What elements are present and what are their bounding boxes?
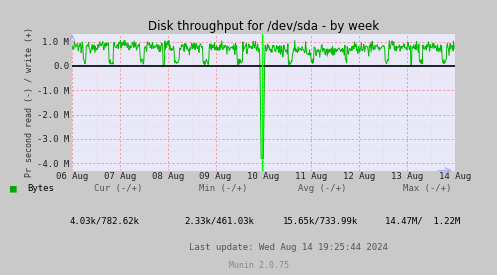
Text: 2.33k/461.03k: 2.33k/461.03k (184, 217, 254, 226)
Y-axis label: Pr second read (-) / write (+): Pr second read (-) / write (+) (25, 28, 34, 177)
Text: Cur (-/+): Cur (-/+) (94, 184, 143, 193)
Text: 15.65k/733.99k: 15.65k/733.99k (283, 217, 358, 226)
Title: Disk throughput for /dev/sda - by week: Disk throughput for /dev/sda - by week (148, 20, 379, 33)
Text: Max (-/+): Max (-/+) (403, 184, 451, 193)
Text: ■: ■ (10, 183, 17, 193)
Text: Last update: Wed Aug 14 19:25:44 2024: Last update: Wed Aug 14 19:25:44 2024 (189, 243, 388, 252)
Text: RRDTOOL / TOBI OETIKER: RRDTOOL / TOBI OETIKER (482, 63, 487, 146)
Text: Munin 2.0.75: Munin 2.0.75 (229, 261, 289, 270)
Text: Min (-/+): Min (-/+) (199, 184, 247, 193)
Text: 4.03k/782.62k: 4.03k/782.62k (70, 217, 140, 226)
Text: Avg (-/+): Avg (-/+) (298, 184, 346, 193)
Text: 14.47M/  1.22M: 14.47M/ 1.22M (385, 217, 460, 226)
Text: Bytes: Bytes (27, 184, 54, 193)
